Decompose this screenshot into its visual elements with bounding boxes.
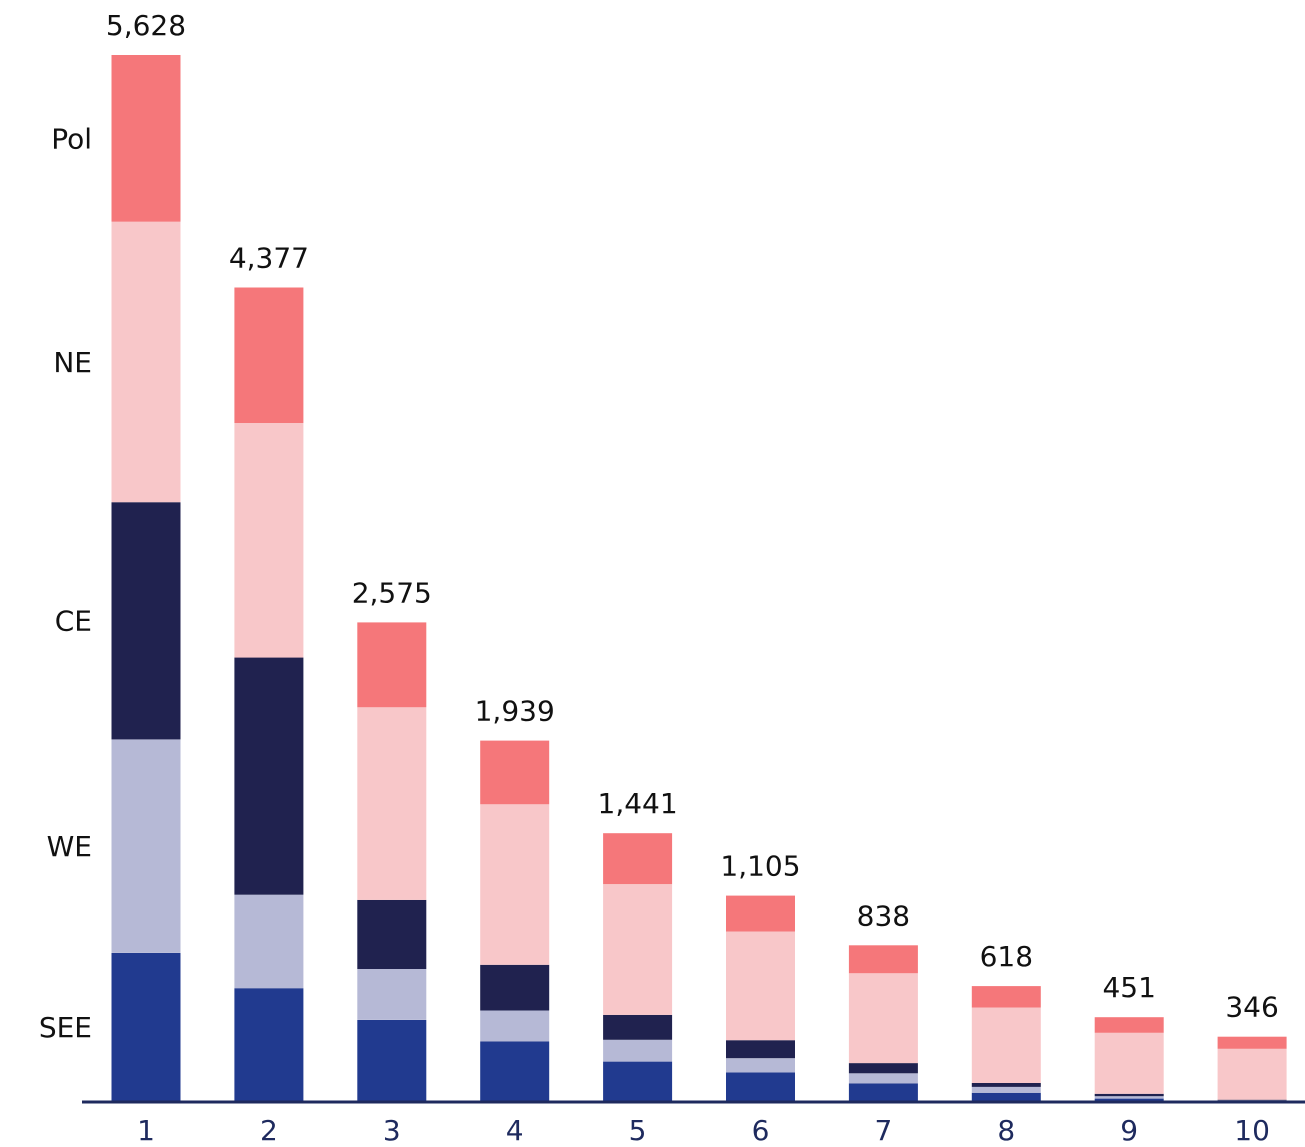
bar-segment-ne-9	[1094, 1032, 1164, 1094]
total-label-6: 1,105	[720, 850, 800, 883]
bar-segment-ne-5	[603, 884, 673, 1015]
bar-segment-ce-5	[603, 1014, 673, 1040]
series-labels-group: SEE WE CE NE Pol	[39, 122, 92, 1044]
x-tick-label-7: 7	[874, 1114, 892, 1147]
total-label-8: 618	[980, 940, 1033, 973]
bar-segment-we-1	[111, 739, 181, 953]
bar-segment-we-8	[971, 1086, 1041, 1093]
total-label-4: 1,939	[475, 695, 555, 728]
bar-segment-see-3	[357, 1020, 427, 1101]
bar-segment-ce-10	[1217, 1099, 1287, 1101]
bar-segment-pol-9	[1094, 1017, 1164, 1033]
bar-segment-see-4	[480, 1041, 550, 1101]
series-label-pol: Pol	[51, 122, 92, 155]
x-tick-label-4: 4	[506, 1114, 524, 1147]
bar-segment-pol-3	[357, 622, 427, 708]
bar-segment-ne-10	[1217, 1048, 1287, 1100]
bar-segment-pol-4	[480, 740, 550, 805]
series-label-see: SEE	[39, 1011, 92, 1044]
bar-segment-see-6	[726, 1072, 795, 1101]
bar-segment-ne-6	[726, 931, 795, 1041]
bar-segment-see-5	[603, 1061, 673, 1101]
x-tick-label-3: 3	[383, 1114, 401, 1147]
x-tick-label-5: 5	[629, 1114, 647, 1147]
bar-segment-see-1	[111, 952, 181, 1101]
bar-segment-pol-10	[1217, 1036, 1287, 1049]
total-label-2: 4,377	[229, 242, 309, 275]
bar-segment-pol-7	[848, 945, 918, 974]
bar-segment-ne-7	[848, 973, 918, 1064]
bar-segment-pol-1	[111, 55, 181, 222]
bar-segment-we-7	[848, 1073, 918, 1084]
bar-segment-ce-6	[726, 1040, 795, 1059]
bar-segment-see-8	[971, 1092, 1041, 1101]
x-tick-labels-group: 1 2 3 4 5 6 7 8 9 10	[137, 1114, 1270, 1147]
x-tick-label-2: 2	[260, 1114, 278, 1147]
x-tick-label-6: 6	[752, 1114, 770, 1147]
bar-segment-ce-2	[234, 657, 304, 895]
bar-segment-we-2	[234, 894, 304, 989]
bar-segment-ne-4	[480, 804, 550, 965]
series-label-ne: NE	[53, 346, 92, 379]
bar-segment-ce-3	[357, 899, 427, 969]
x-tick-label-10: 10	[1234, 1114, 1270, 1147]
x-tick-label-9: 9	[1120, 1114, 1138, 1147]
bar-segment-ne-8	[971, 1007, 1041, 1083]
bar-segment-pol-8	[971, 986, 1041, 1008]
bar-segment-pol-5	[603, 833, 673, 885]
bar-segment-ce-9	[1094, 1093, 1164, 1097]
bar-segment-ne-2	[234, 423, 304, 658]
bar-segment-ce-1	[111, 502, 181, 740]
total-label-5: 1,441	[598, 787, 678, 820]
bar-segment-pol-2	[234, 287, 304, 423]
bar-segment-ce-4	[480, 964, 550, 1011]
total-label-1: 5,628	[106, 9, 186, 42]
bars-group	[111, 55, 1287, 1101]
bar-segment-ce-7	[848, 1063, 918, 1074]
total-label-7: 838	[857, 899, 910, 932]
bar-segment-ne-3	[357, 707, 427, 900]
series-label-ce: CE	[55, 605, 92, 638]
series-label-we: WE	[47, 830, 92, 863]
bar-segment-see-9	[1094, 1098, 1164, 1101]
x-tick-label-1: 1	[137, 1114, 155, 1147]
total-label-3: 2,575	[352, 576, 432, 609]
bar-segment-see-7	[848, 1083, 918, 1101]
bar-segment-see-2	[234, 988, 304, 1101]
bar-segment-ce-8	[971, 1083, 1041, 1087]
total-label-9: 451	[1102, 971, 1155, 1004]
x-tick-label-8: 8	[997, 1114, 1015, 1147]
bar-segment-pol-6	[726, 895, 795, 932]
total-labels-group: 5,628 4,377 2,575 1,939 1,441 1,105 838 618 451 3…	[106, 9, 1279, 1024]
bar-segment-we-4	[480, 1010, 550, 1042]
bar-segment-we-3	[357, 969, 427, 1020]
bar-segment-we-9	[1094, 1096, 1164, 1099]
bar-segment-we-6	[726, 1058, 795, 1073]
bar-segment-we-5	[603, 1039, 673, 1062]
bar-segment-ne-1	[111, 221, 181, 503]
total-label-10: 346	[1225, 991, 1278, 1024]
